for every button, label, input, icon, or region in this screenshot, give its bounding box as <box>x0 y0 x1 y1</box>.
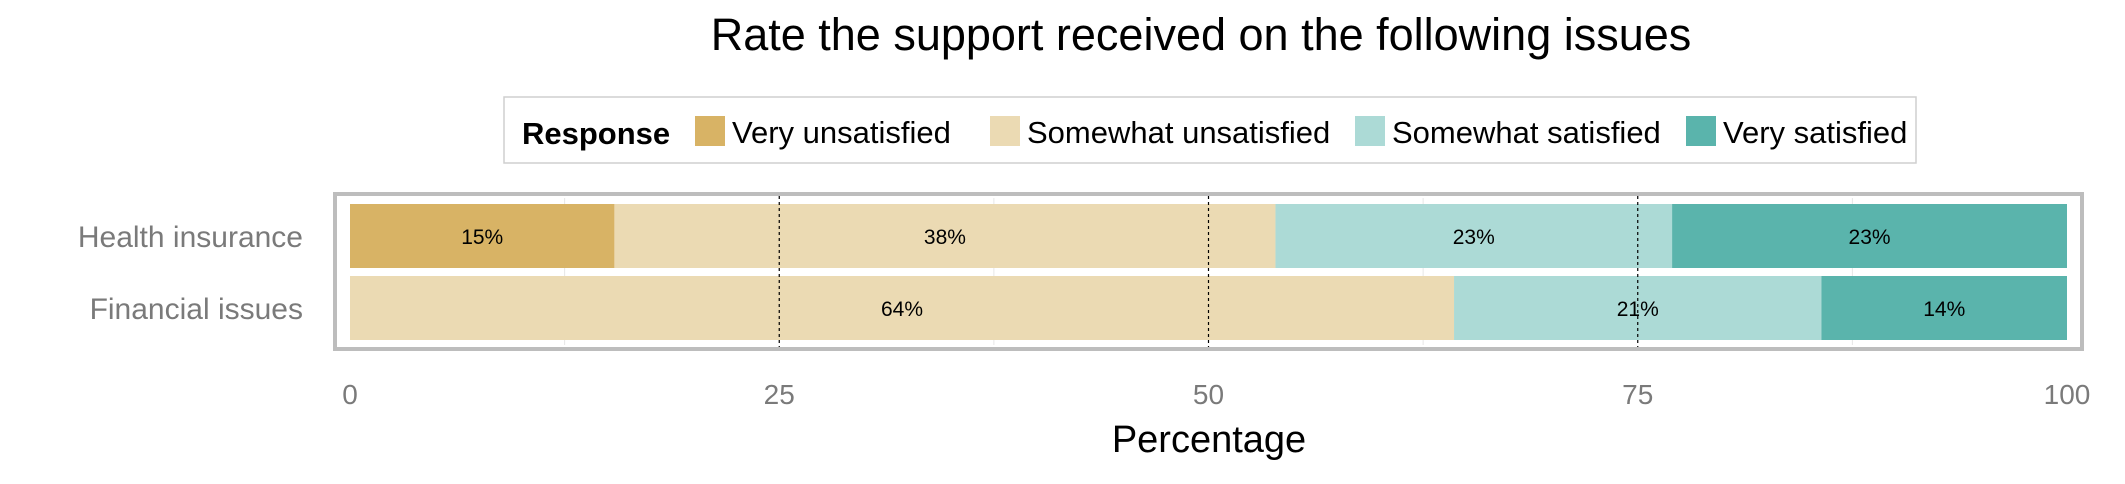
data-label-financial-issues-somewhat-unsatisfied: 64% <box>881 298 923 321</box>
legend-key-very-satisfied <box>1686 116 1716 146</box>
legend-label-somewhat-unsatisfied: Somewhat unsatisfied <box>1027 115 1330 150</box>
legend-label-very-satisfied: Very satisfied <box>1723 115 1907 150</box>
legend: Response Very unsatisfied Somewhat unsati… <box>504 97 1916 163</box>
x-axis-title: Percentage <box>1112 419 1306 461</box>
data-label-health-insurance-very-satisfied: 23% <box>1849 226 1891 249</box>
legend-key-somewhat-satisfied <box>1355 116 1385 146</box>
legend-label-very-unsatisfied: Very unsatisfied <box>732 115 951 150</box>
category-label-financial-issues: Financial issues <box>90 293 303 326</box>
chart-title: Rate the support received on the followi… <box>711 9 1692 60</box>
legend-key-somewhat-unsatisfied <box>990 116 1020 146</box>
legend-title: Response <box>522 116 670 151</box>
legend-label-somewhat-satisfied: Somewhat satisfied <box>1392 115 1661 150</box>
x-tick-label-75: 75 <box>1622 379 1653 410</box>
data-label-financial-issues-very-satisfied: 14% <box>1923 298 1965 321</box>
data-label-health-insurance-very-unsatisfied: 15% <box>461 226 503 249</box>
x-tick-label-100: 100 <box>2044 379 2091 410</box>
data-label-health-insurance-somewhat-satisfied: 23% <box>1453 226 1495 249</box>
x-tick-label-0: 0 <box>342 379 358 410</box>
x-tick-label-25: 25 <box>764 379 795 410</box>
legend-key-very-unsatisfied <box>695 116 725 146</box>
category-label-health-insurance: Health insurance <box>78 221 303 254</box>
plot-area: Health insurance Financial issues 15% 38% 23… <box>78 194 2091 410</box>
data-label-financial-issues-somewhat-satisfied: 21% <box>1617 298 1659 321</box>
x-tick-label-50: 50 <box>1193 379 1224 410</box>
data-label-health-insurance-somewhat-unsatisfied: 38% <box>924 226 966 249</box>
